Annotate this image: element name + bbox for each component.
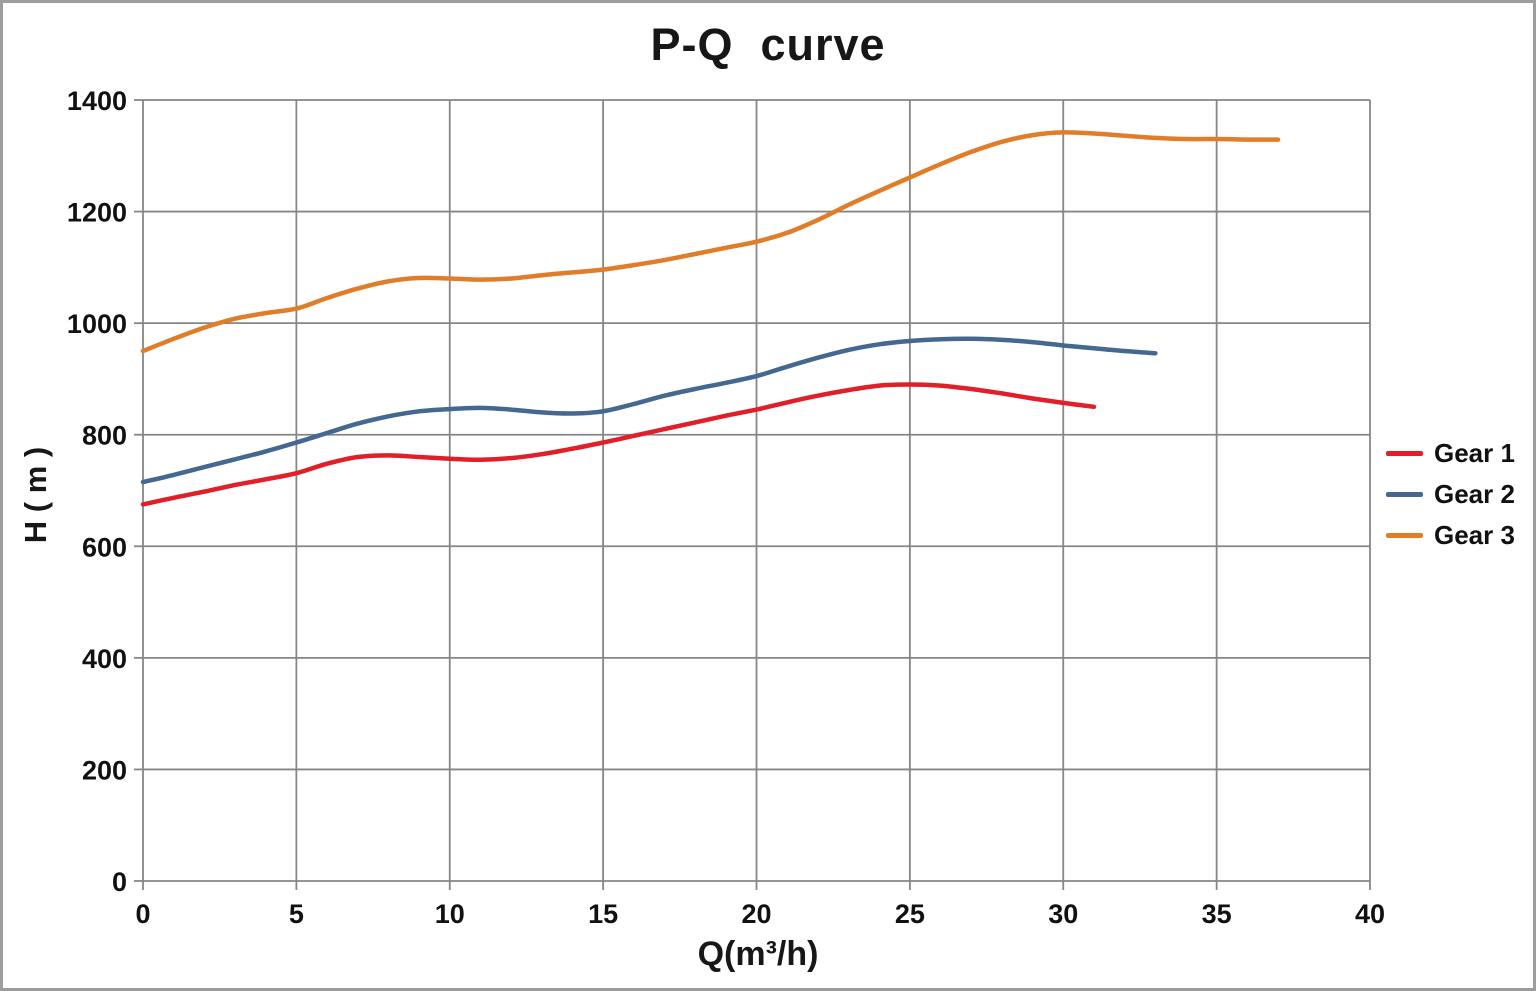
x-tick-label: 20	[741, 899, 771, 929]
legend: Gear 1 Gear 2 Gear 3	[1386, 438, 1515, 550]
x-tick-label: 25	[895, 899, 925, 929]
curve-gear-2	[140, 336, 1158, 485]
x-tick-label: 15	[588, 899, 618, 929]
y-tick-label: 800	[82, 421, 127, 451]
legend-item-gear-2: Gear 2	[1386, 479, 1515, 509]
y-tick-label: 600	[82, 532, 127, 562]
plot-area: 0 200 400 600 800 1000 1200 1400 0 5 10 15 20 25 30 35 4…	[67, 86, 1385, 929]
y-tick-label: 200	[82, 755, 127, 785]
y-tick-label: 1200	[67, 198, 127, 228]
curve-gear-3	[140, 130, 1281, 354]
x-tick-label: 10	[435, 899, 465, 929]
x-tick-label: 0	[135, 899, 150, 929]
x-tick-label: 30	[1048, 899, 1078, 929]
legend-swatch-line	[1386, 533, 1423, 538]
y-axis-title: H ( m )	[18, 446, 53, 544]
legend-label: Gear 1	[1434, 438, 1515, 468]
curve-gear-1	[140, 382, 1097, 507]
legend-swatch-line	[1386, 451, 1423, 456]
y-tick-label: 1400	[67, 86, 127, 116]
legend-label: Gear 2	[1434, 479, 1515, 509]
legend-label: Gear 3	[1434, 520, 1515, 550]
x-tick-label: 5	[289, 899, 304, 929]
x-axis-title: Q(m³/h)	[697, 935, 819, 973]
chart-title: P-Q curve	[650, 19, 886, 70]
y-tick-label: 0	[112, 867, 127, 897]
legend-swatch-line	[1386, 492, 1423, 497]
y-tick-label: 400	[82, 644, 127, 674]
y-tick-label: 1000	[67, 309, 127, 339]
x-tick-label: 35	[1202, 899, 1232, 929]
legend-item-gear-1: Gear 1	[1386, 438, 1515, 468]
legend-item-gear-3: Gear 3	[1386, 520, 1515, 550]
x-tick-label: 40	[1355, 899, 1385, 929]
